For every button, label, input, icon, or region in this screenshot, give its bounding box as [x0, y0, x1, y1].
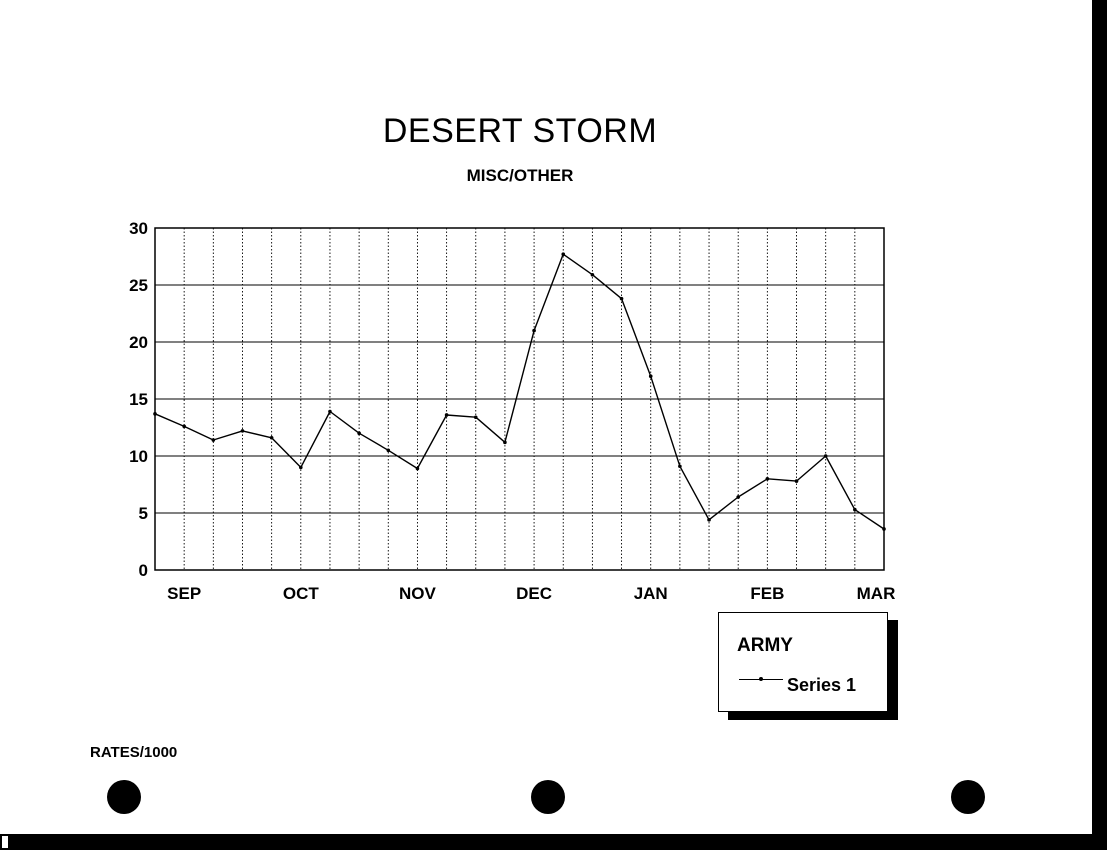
y-axis-label: RATES/1000 — [90, 744, 178, 761]
series-line — [154, 253, 885, 530]
data-point — [590, 272, 595, 277]
chart-subtitle: MISC/OTHER — [466, 166, 574, 185]
data-point — [561, 252, 566, 257]
data-point — [299, 465, 303, 470]
chart-legend: ARMY Series 1 — [718, 612, 888, 712]
punch-hole-right — [951, 780, 985, 814]
data-point — [678, 464, 682, 469]
scan-border-bottom — [0, 834, 1107, 850]
data-point — [415, 466, 420, 471]
punch-hole-center — [531, 780, 565, 814]
data-point — [707, 518, 711, 522]
x-tick-label: DEC — [516, 584, 552, 603]
y-tick-label: 30 — [129, 219, 148, 238]
y-tick-label: 25 — [129, 276, 148, 295]
data-point — [444, 413, 449, 417]
data-point — [619, 296, 624, 301]
x-tick-label: FEB — [750, 584, 784, 603]
data-point — [328, 409, 332, 414]
data-point — [823, 454, 828, 458]
legend-series-marker-icon — [759, 677, 763, 681]
data-point — [794, 479, 799, 483]
legend-title: ARMY — [737, 635, 793, 656]
x-tick-label: NOV — [399, 584, 437, 603]
data-point — [386, 448, 391, 453]
legend-series-label: Series 1 — [787, 675, 857, 695]
x-tick-label: JAN — [634, 584, 668, 603]
y-tick-label: 0 — [139, 561, 148, 580]
data-point — [736, 495, 740, 499]
y-tick-label: 15 — [129, 390, 148, 409]
data-point — [240, 429, 245, 433]
data-point — [648, 374, 653, 379]
y-tick-label: 20 — [129, 333, 148, 352]
data-point — [882, 527, 886, 531]
y-tick-label: 10 — [129, 447, 148, 466]
punch-hole-left — [107, 780, 141, 814]
data-point — [357, 431, 361, 436]
data-point — [503, 440, 507, 445]
chart-title: DESERT STORM — [382, 112, 658, 150]
y-tick-label: 5 — [139, 504, 148, 523]
data-point — [473, 415, 478, 420]
scan-corner-mark — [2, 836, 8, 848]
data-point — [182, 424, 186, 429]
data-point — [853, 507, 857, 512]
data-point — [153, 412, 157, 416]
scan-border-right — [1092, 0, 1107, 850]
x-tick-label: MAR — [857, 584, 896, 603]
data-point — [269, 435, 274, 440]
x-tick-label: OCT — [283, 584, 320, 603]
data-point — [532, 328, 536, 333]
x-tick-label: SEP — [167, 584, 201, 603]
data-point — [211, 438, 216, 442]
data-point — [765, 477, 770, 481]
